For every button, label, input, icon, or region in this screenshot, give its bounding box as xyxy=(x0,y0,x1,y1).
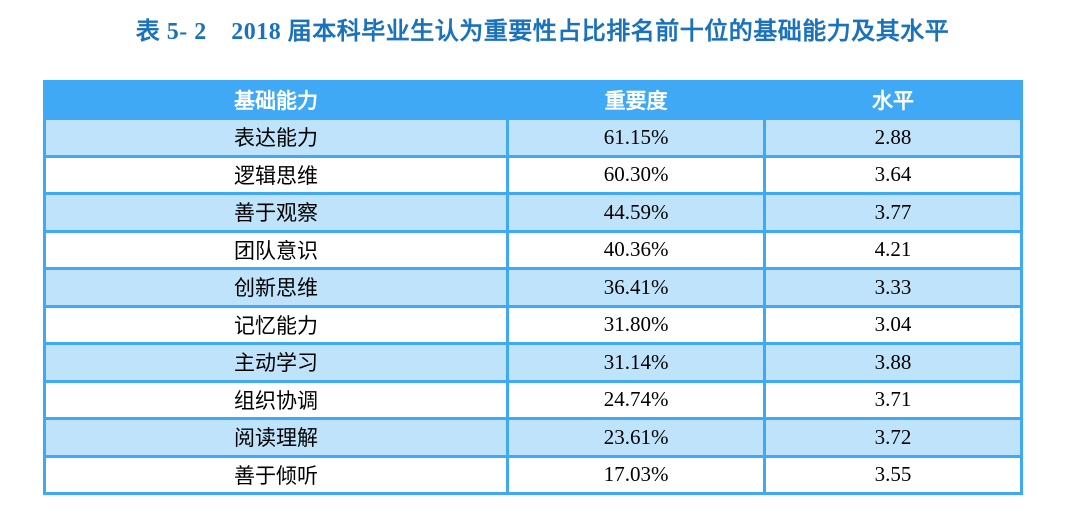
table-row: 团队意识 40.36% 4.21 xyxy=(42,229,1023,270)
cell-ability: 阅读理解 xyxy=(42,417,510,458)
header-cell-importance: 重要度 xyxy=(506,80,767,120)
cell-ability: 主动学习 xyxy=(42,342,510,383)
table-body: 表达能力 61.15% 2.88 逻辑思维 60.30% 3.64 善于观察 44.59% 3.… xyxy=(42,117,1023,495)
cell-level: 3.33 xyxy=(763,267,1023,308)
cell-level: 3.77 xyxy=(763,192,1023,233)
table-row: 善于倾听 17.03% 3.55 xyxy=(42,454,1023,495)
cell-ability: 组织协调 xyxy=(42,379,510,420)
cell-importance: 61.15% xyxy=(506,117,767,158)
table-row: 善于观察 44.59% 3.77 xyxy=(42,192,1023,233)
cell-ability: 记忆能力 xyxy=(42,304,510,345)
header-row: 基础能力 重要度 水平 xyxy=(42,80,1023,120)
cell-ability: 创新思维 xyxy=(42,267,510,308)
cell-importance: 60.30% xyxy=(506,154,767,195)
cell-importance: 40.36% xyxy=(506,229,767,270)
cell-ability: 逻辑思维 xyxy=(42,154,510,195)
cell-level: 3.55 xyxy=(763,454,1023,495)
cell-importance: 44.59% xyxy=(506,192,767,233)
header-cell-ability: 基础能力 xyxy=(42,80,510,120)
cell-level: 3.88 xyxy=(763,342,1023,383)
abilities-table: 基础能力 重要度 水平 表达能力 61.15% 2.88 逻辑思维 60.30% 3.64… xyxy=(42,80,1023,495)
cell-level: 2.88 xyxy=(763,117,1023,158)
cell-level: 3.71 xyxy=(763,379,1023,420)
table-row: 记忆能力 31.80% 3.04 xyxy=(42,304,1023,345)
table-caption: 表 5- 2 2018 届本科毕业生认为重要性占比排名前十位的基础能力及其水平 xyxy=(135,19,950,45)
table-row: 主动学习 31.14% 3.88 xyxy=(42,342,1023,383)
table-row: 表达能力 61.15% 2.88 xyxy=(42,117,1023,158)
cell-ability: 表达能力 xyxy=(42,117,510,158)
cell-ability: 团队意识 xyxy=(42,229,510,270)
table-row: 阅读理解 23.61% 3.72 xyxy=(42,417,1023,458)
cell-importance: 36.41% xyxy=(506,267,767,308)
cell-importance: 31.14% xyxy=(506,342,767,383)
table-row: 组织协调 24.74% 3.71 xyxy=(42,379,1023,420)
cell-importance: 17.03% xyxy=(506,454,767,495)
cell-ability: 善于倾听 xyxy=(42,454,510,495)
cell-level: 3.64 xyxy=(763,154,1023,195)
cell-level: 4.21 xyxy=(763,229,1023,270)
cell-importance: 31.80% xyxy=(506,304,767,345)
table-row: 逻辑思维 60.30% 3.64 xyxy=(42,154,1023,195)
cell-ability: 善于观察 xyxy=(42,192,510,233)
header-cell-level: 水平 xyxy=(763,80,1023,120)
cell-importance: 23.61% xyxy=(506,417,767,458)
cell-level: 3.72 xyxy=(763,417,1023,458)
cell-level: 3.04 xyxy=(763,304,1023,345)
cell-importance: 24.74% xyxy=(506,379,767,420)
table-row: 创新思维 36.41% 3.33 xyxy=(42,267,1023,308)
table-header: 基础能力 重要度 水平 xyxy=(42,80,1023,120)
